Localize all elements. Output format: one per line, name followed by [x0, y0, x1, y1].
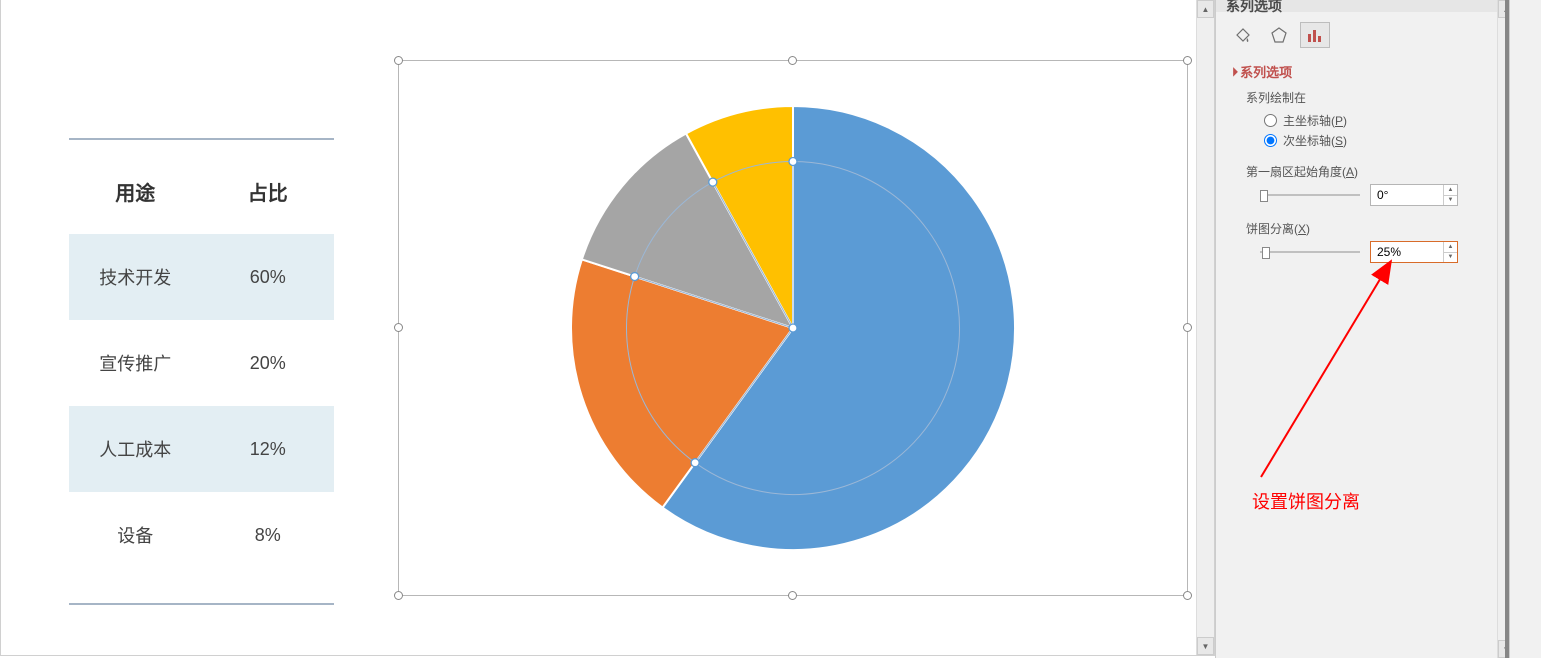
radio-secondary-axis[interactable]: 次坐标轴(S)	[1264, 132, 1501, 149]
table-cell-label: 人工成本	[69, 406, 202, 492]
explosion-slider[interactable]	[1260, 245, 1360, 259]
resize-handle[interactable]	[788, 591, 797, 600]
series-options-section: 系列选项 系列绘制在 主坐标轴(P) 次坐标轴(S) 第一扇区起始角度(A) 0…	[1216, 58, 1515, 267]
radio-primary-axis[interactable]: 主坐标轴(P)	[1264, 112, 1501, 129]
table-cell-label: 宣传推广	[69, 320, 202, 406]
spin-down[interactable]: ▼	[1443, 196, 1457, 206]
selection-handle[interactable]	[789, 158, 797, 166]
resize-handle[interactable]	[394, 591, 403, 600]
selection-handle[interactable]	[709, 178, 717, 186]
radio-secondary-axis-input[interactable]	[1264, 134, 1277, 147]
selection-handle[interactable]	[631, 273, 639, 281]
taskpane-header[interactable]: 系列选项 ▼	[1216, 0, 1515, 12]
table-cell-value: 8%	[202, 492, 335, 578]
first-angle-label: 第一扇区起始角度(A)	[1246, 163, 1501, 180]
worksheet-scrollbar[interactable]: ▲ ▼	[1196, 0, 1214, 655]
resize-handle[interactable]	[394, 56, 403, 65]
resize-handle[interactable]	[1183, 56, 1192, 65]
explosion-input[interactable]: 25% ▲▼	[1370, 241, 1458, 263]
table-header-pct: 占比	[202, 165, 335, 234]
table-header-usage: 用途	[69, 165, 202, 234]
section-title[interactable]: 系列选项	[1230, 62, 1501, 81]
spin-up[interactable]: ▲	[1443, 185, 1457, 196]
selection-handle[interactable]	[691, 459, 699, 467]
table-cell-value: 12%	[202, 406, 335, 492]
table-row[interactable]: 宣传推广20%	[69, 320, 334, 406]
plot-on-label: 系列绘制在	[1246, 89, 1501, 106]
resize-handle[interactable]	[788, 56, 797, 65]
resize-handle[interactable]	[394, 323, 403, 332]
format-task-pane: 系列选项 ▼ 系列选项 系列绘制在 主坐标轴(P) 次坐标轴(S) 第一扇区起始…	[1215, 0, 1515, 658]
table-cell-label: 设备	[69, 492, 202, 578]
table-top-rule	[69, 138, 334, 140]
spin-up[interactable]: ▲	[1443, 242, 1457, 253]
table-row[interactable]: 人工成本12%	[69, 406, 334, 492]
chart-container[interactable]	[398, 60, 1188, 596]
format-category-icons	[1216, 12, 1515, 58]
table-cell-label: 技术开发	[69, 234, 202, 320]
radio-primary-axis-input[interactable]	[1264, 114, 1277, 127]
right-edge-panel	[1509, 0, 1541, 658]
pie-chart[interactable]	[563, 98, 1023, 558]
table-cell-value: 20%	[202, 320, 335, 406]
spin-down[interactable]: ▼	[1443, 253, 1457, 263]
scroll-down-button[interactable]: ▼	[1197, 637, 1214, 655]
paint-bucket-icon[interactable]	[1228, 22, 1258, 48]
table-bottom-rule	[69, 603, 334, 605]
pentagon-icon[interactable]	[1264, 22, 1294, 48]
data-table: 用途 占比 技术开发60%宣传推广20%人工成本12%设备8%	[69, 138, 334, 605]
table-row[interactable]: 设备8%	[69, 492, 334, 578]
taskpane-title: 系列选项	[1226, 0, 1282, 16]
worksheet-area: 用途 占比 技术开发60%宣传推广20%人工成本12%设备8% ▲ ▼	[0, 0, 1215, 656]
selection-handle[interactable]	[789, 324, 797, 332]
scroll-up-button[interactable]: ▲	[1197, 0, 1214, 18]
first-angle-slider[interactable]	[1260, 188, 1360, 202]
table-cell-value: 60%	[202, 234, 335, 320]
annotation-text: 设置饼图分离	[1252, 488, 1360, 514]
explosion-label: 饼图分离(X)	[1246, 220, 1501, 237]
resize-handle[interactable]	[1183, 591, 1192, 600]
resize-handle[interactable]	[1183, 323, 1192, 332]
bar-chart-icon[interactable]	[1300, 22, 1330, 48]
table-row[interactable]: 技术开发60%	[69, 234, 334, 320]
first-angle-input[interactable]: 0° ▲▼	[1370, 184, 1458, 206]
